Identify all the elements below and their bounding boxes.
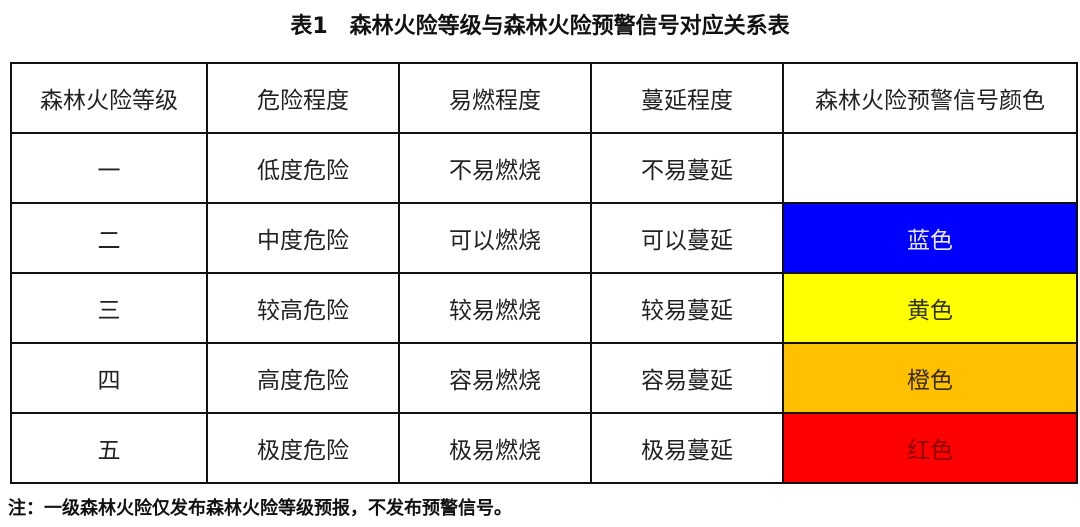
header-cell: 蔓延程度 (590, 62, 784, 134)
table-row: 一低度危险 不易燃烧 不易蔓延 (10, 132, 1078, 204)
footnote: 注：一级森林火险仅发布森林火险等级预报，不发布预警信号。 (8, 498, 512, 519)
table-title: 表1 森林火险等级与森林火险预警信号对应关系表 (290, 14, 790, 39)
table-cell: 中度危险 (206, 202, 400, 274)
table-cell: 极易蔓延 (590, 412, 784, 484)
table-cell: 可以燃烧 (398, 202, 592, 274)
header-row: 森林火险等级 危险程度 易燃程度 蔓延程度 森林火险预警信号颜色 (10, 62, 1078, 134)
signal-color-cell (782, 132, 1078, 204)
table-cell: 五 (10, 412, 208, 484)
table-cell: 低度危险 (206, 132, 400, 204)
header-cell: 危险程度 (206, 62, 400, 134)
table-cell: 容易蔓延 (590, 342, 784, 414)
table-cell: 极度危险 (206, 412, 400, 484)
table-cell: 不易燃烧 (398, 132, 592, 204)
table-cell: 高度危险 (206, 342, 400, 414)
signal-color-cell: 红色 (782, 412, 1078, 484)
table-row: 二中度危险 可以燃烧 可以蔓延 蓝色 (10, 202, 1078, 274)
table-row: 四高度危险 容易燃烧 容易蔓延 橙色 (10, 342, 1078, 414)
signal-color-cell: 蓝色 (782, 202, 1078, 274)
table-cell: 二 (10, 202, 208, 274)
table-row: 五极度危险 极易燃烧 极易蔓延 红色 (10, 412, 1078, 484)
table-cell: 较易蔓延 (590, 272, 784, 344)
table-cell: 可以蔓延 (590, 202, 784, 274)
signal-color-cell: 橙色 (782, 342, 1078, 414)
table-cell: 容易燃烧 (398, 342, 592, 414)
table-cell: 三 (10, 272, 208, 344)
table-cell: 较高危险 (206, 272, 400, 344)
table-cell: 一 (10, 132, 208, 204)
table-cell: 不易蔓延 (590, 132, 784, 204)
table-cell: 四 (10, 342, 208, 414)
header-cell: 森林火险等级 (10, 62, 208, 134)
fire-danger-table: 森林火险等级 危险程度 易燃程度 蔓延程度 森林火险预警信号颜色 一低度危险 不易… (10, 62, 1078, 484)
table-row: 三较高危险 较易燃烧 较易蔓延 黄色 (10, 272, 1078, 344)
table-cell: 极易燃烧 (398, 412, 592, 484)
signal-color-cell: 黄色 (782, 272, 1078, 344)
table-cell: 较易燃烧 (398, 272, 592, 344)
header-cell: 易燃程度 (398, 62, 592, 134)
header-cell: 森林火险预警信号颜色 (782, 62, 1078, 134)
